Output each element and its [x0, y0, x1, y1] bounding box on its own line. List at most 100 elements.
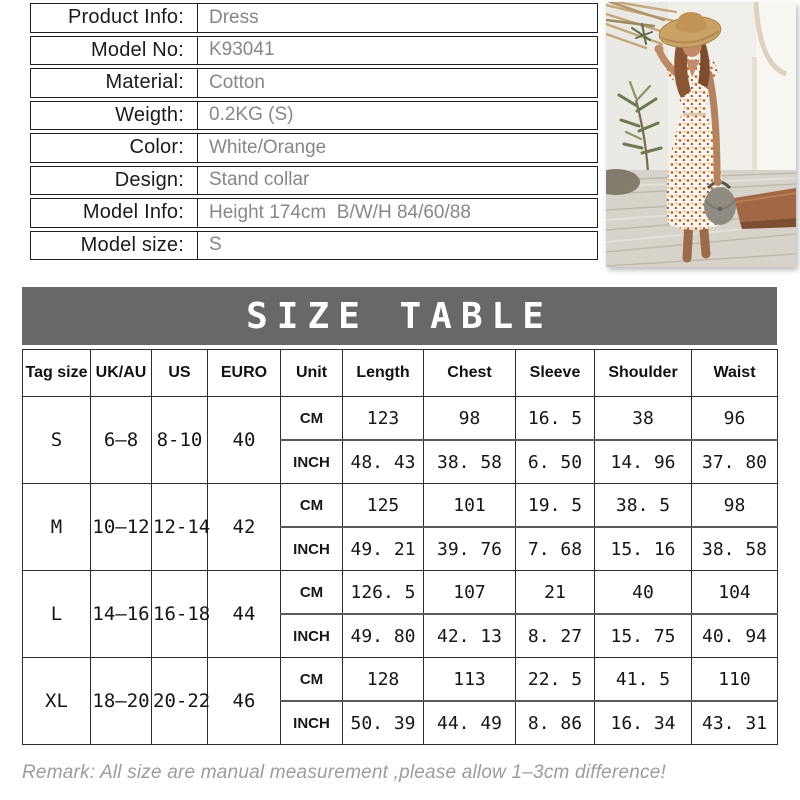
size-row-inch: INCH 48. 43 38. 58 6. 50 14. 96 37. 80 [23, 439, 778, 484]
tag-size-cell: XL [22, 657, 91, 745]
column-header: Waist [691, 349, 778, 397]
arch-column [752, 2, 796, 197]
unit-label: CM [280, 396, 343, 441]
info-label: Material: [31, 69, 198, 97]
measurement-cell: 126. 5 [342, 570, 424, 615]
info-row: Model size: S [30, 230, 598, 260]
measurement-cell: 49. 21 [342, 526, 424, 571]
info-label: Color: [31, 134, 198, 162]
product-photo [606, 2, 796, 267]
uk-au-cell: 18–20 [90, 657, 152, 745]
info-label: Weigth: [31, 101, 198, 129]
model-photo-illustration [606, 2, 796, 267]
measurement-cell: 107 [423, 570, 516, 615]
measurement-cell: 41. 5 [594, 657, 692, 702]
measurement-cell: 38. 58 [691, 526, 778, 571]
measurement-cell: 43. 31 [691, 700, 778, 745]
column-header: Unit [280, 349, 343, 397]
pergola-fronds [606, 2, 680, 50]
info-row: Weigth: 0.2KG (S) [30, 100, 598, 130]
measurement-cell: 39. 76 [423, 526, 516, 571]
measurement-cell: 98 [423, 396, 516, 441]
measurement-cell: 19. 5 [515, 483, 595, 528]
measurement-cell: 40 [594, 570, 692, 615]
unit-label: INCH [280, 526, 343, 571]
us-cell: 12-14 [151, 483, 210, 571]
column-header: Sleeve [515, 349, 595, 397]
column-header: Length [342, 349, 424, 397]
measurement-cell: 8. 86 [515, 700, 595, 745]
measurement-cell: 49. 80 [342, 613, 424, 658]
unit-label: CM [280, 570, 343, 615]
size-row-inch: INCH 50. 39 44. 49 8. 86 16. 34 43. 31 [23, 700, 778, 745]
info-row: Model No: K93041 [30, 35, 598, 65]
info-label: Design: [31, 166, 198, 194]
info-label: Product Info: [31, 4, 198, 32]
measurement-cell: 15. 16 [594, 526, 692, 571]
handbag [704, 178, 736, 225]
info-value: Dress [209, 6, 259, 28]
measurement-cell: 16. 5 [515, 396, 595, 441]
tag-size-cell: S [22, 396, 91, 484]
size-row-inch: INCH 49. 21 39. 76 7. 68 15. 16 38. 58 [23, 526, 778, 571]
wooden-step [734, 188, 796, 229]
remark-text: Remark: All size are manual measurement … [22, 762, 666, 783]
info-row: Model Info: Height 174cm B/W/H 84/60/88 [30, 198, 598, 228]
info-value: S [209, 234, 222, 256]
green-sprig [631, 23, 653, 45]
measurement-cell: 128 [342, 657, 424, 702]
column-header: UK/AU [90, 349, 152, 397]
tag-size-cell: L [22, 570, 91, 658]
info-label: Model Info: [31, 199, 198, 227]
info-value: K93041 [209, 39, 275, 61]
straw-hat [658, 12, 722, 48]
product-info-table: Product Info: Dress Model No: K93041 Materia… [30, 3, 598, 263]
measurement-cell: 96 [691, 396, 778, 441]
unit-label: CM [280, 483, 343, 528]
unit-label: INCH [280, 613, 343, 658]
info-value: Height 174cm B/W/H 84/60/88 [209, 201, 471, 223]
measurement-cell: 104 [691, 570, 778, 615]
size-row-cm: M 10–12 12-14 42 CM 125 101 19. 5 38. 5 98 [22, 483, 778, 571]
unit-label: INCH [280, 439, 343, 484]
arm [705, 70, 721, 182]
info-row: Product Info: Dress [30, 3, 598, 33]
info-row: Color: White/Orange [30, 133, 598, 163]
size-table: Tag size UK/AU US EURO Unit Length Chest Sleeve… [22, 349, 778, 745]
measurement-cell: 14. 96 [594, 439, 692, 484]
plant [617, 80, 663, 173]
size-row-inch: INCH 49. 80 42. 13 8. 27 15. 75 40. 94 [23, 613, 778, 658]
unit-label: INCH [280, 700, 343, 745]
size-table-header-row: Tag size UK/AU US EURO Unit Length Chest Sleeve… [22, 349, 778, 397]
info-row: Design: Stand collar [30, 165, 598, 195]
column-header: Shoulder [594, 349, 692, 397]
info-label: Model size: [31, 231, 198, 259]
us-cell: 20-22 [151, 657, 210, 745]
euro-cell: 40 [207, 396, 281, 484]
measurement-cell: 38. 58 [423, 439, 516, 484]
measurement-cell: 40. 94 [691, 613, 778, 658]
measurement-cell: 113 [423, 657, 516, 702]
measurement-cell: 38. 5 [594, 483, 692, 528]
unit-label: CM [280, 657, 343, 702]
model-figure [654, 12, 736, 263]
euro-cell: 42 [207, 483, 281, 571]
measurement-cell: 44. 49 [423, 700, 516, 745]
info-label: Model No: [31, 36, 198, 64]
measurement-cell: 125 [342, 483, 424, 528]
measurement-cell: 50. 39 [342, 700, 424, 745]
info-row: Material: Cotton [30, 68, 598, 98]
euro-cell: 46 [207, 657, 281, 745]
measurement-cell: 8. 27 [515, 613, 595, 658]
measurement-cell: 123 [342, 396, 424, 441]
size-row-cm: XL 18–20 20-22 46 CM 128 113 22. 5 41. 5 110 [22, 657, 778, 745]
column-header: Chest [423, 349, 516, 397]
size-row-cm: L 14–16 16-18 44 CM 126. 5 107 21 40 104 [22, 570, 778, 658]
size-table-title: SIZE TABLE [22, 287, 777, 345]
measurement-cell: 101 [423, 483, 516, 528]
v-neck [686, 60, 700, 77]
column-header: EURO [207, 349, 281, 397]
measurement-cell: 21 [515, 570, 595, 615]
measurement-cell: 15. 75 [594, 613, 692, 658]
stone [606, 169, 640, 195]
